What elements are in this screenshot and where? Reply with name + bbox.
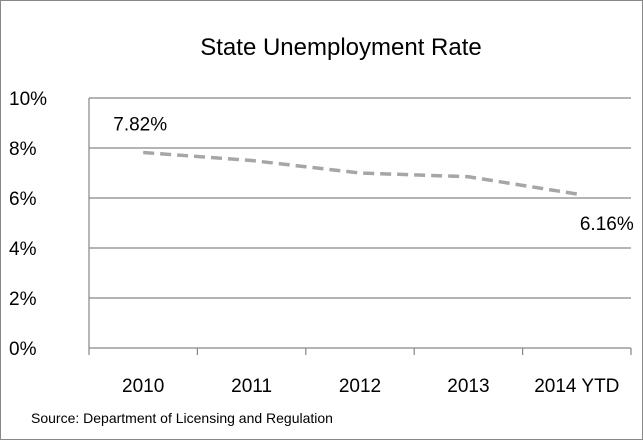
x-tick-label: 2012 xyxy=(339,376,381,397)
axes: 0% 2% 4% 6% 8% 10% 2010 2011 2012 2013 2014 YTD xyxy=(9,89,631,397)
x-tick-label: 2014 YTD xyxy=(534,376,619,397)
y-tick-label: 10% xyxy=(9,89,47,110)
data-label: 7.82% xyxy=(113,115,167,136)
y-tick-label: 4% xyxy=(9,239,37,260)
x-tick-label: 2013 xyxy=(447,376,489,397)
source-note: Source: Department of Licensing and Regu… xyxy=(31,410,333,426)
series-layer xyxy=(143,153,577,195)
gridlines xyxy=(89,98,631,348)
x-tick-label: 2010 xyxy=(122,376,164,397)
chart-title: State Unemployment Rate xyxy=(200,34,481,61)
y-tick-label: 8% xyxy=(9,139,37,160)
y-tick-label: 6% xyxy=(9,189,37,210)
y-tick-label: 0% xyxy=(9,339,37,360)
x-tick-label: 2011 xyxy=(231,376,272,397)
data-label: 6.16% xyxy=(580,214,634,235)
series-line-0 xyxy=(143,153,577,195)
y-tick-label: 2% xyxy=(9,289,37,310)
